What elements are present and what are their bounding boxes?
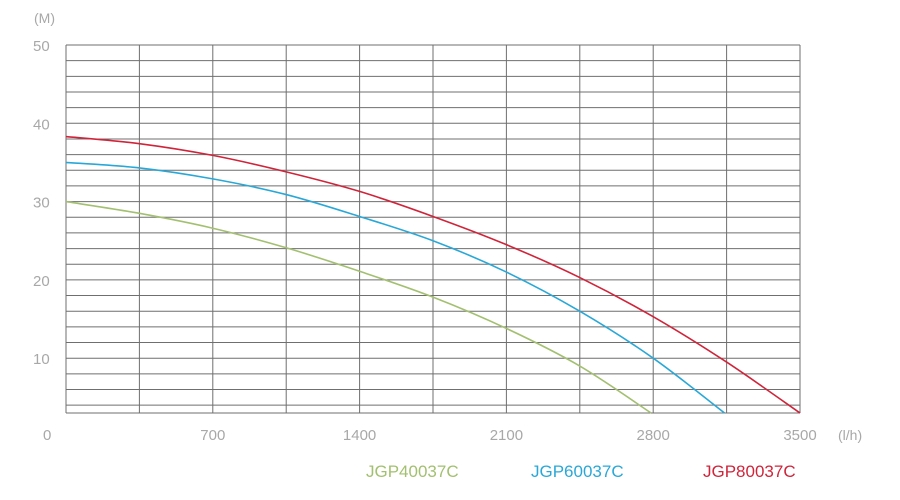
x-tick-label: 700 <box>200 427 225 444</box>
y-tick-label: 30 <box>33 195 50 212</box>
x-tick-label: 1400 <box>343 427 376 444</box>
legend-item-jgp40037c: JGP40037C <box>366 462 459 481</box>
x-tick-label: 2100 <box>490 427 523 444</box>
legend-item-jgp80037c: JGP80037C <box>703 462 796 481</box>
curves <box>65 135 801 414</box>
legend: JGP40037C JGP60037C JGP80037C <box>366 462 796 481</box>
y-tick-label: 50 <box>33 38 50 55</box>
grid <box>65 44 801 414</box>
axis-labels: (M) (l/h) 10 20 30 40 50 0 700 1400 2100 2800 3500 <box>33 10 862 444</box>
y-tick-label: 20 <box>33 273 50 290</box>
y-tick-label: 40 <box>33 116 50 133</box>
x-tick-label: 3500 <box>783 427 816 444</box>
series-line-jgp80037c <box>65 135 801 414</box>
series-line-jgp60037c <box>65 161 725 414</box>
x-tick-label: 2800 <box>637 427 670 444</box>
y-axis-unit: (M) <box>34 10 55 26</box>
x-axis-unit: (l/h) <box>838 427 862 443</box>
x-tick-label: 0 <box>43 427 51 444</box>
y-tick-label: 10 <box>33 351 50 368</box>
series-line-jgp40037c <box>65 200 652 414</box>
legend-item-jgp60037c: JGP60037C <box>531 462 624 481</box>
